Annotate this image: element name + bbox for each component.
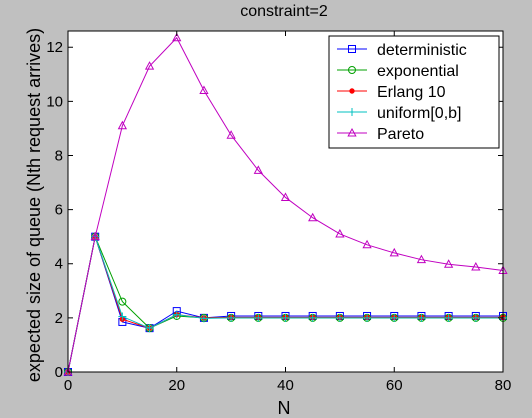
data-point-pareto [90,231,100,241]
data-point-pareto [416,254,427,264]
legend-marker-erlang-10 [349,88,355,94]
data-point-uniform-0-b [390,313,399,322]
chart-title: constraint=2 [240,3,328,20]
legend-marker-exponential [348,66,356,74]
data-point-uniform-0-b [363,313,372,322]
x-tick-label: 0 [64,377,72,394]
x-tick-label: 80 [495,377,512,394]
x-tick-label: 60 [386,377,403,394]
series-pareto [63,32,508,376]
data-point-pareto [253,165,263,174]
data-point-pareto [280,192,291,201]
legend-label-deterministic: deterministic [377,42,467,59]
series-layer [63,32,508,376]
legend-label-erlang-10: Erlang 10 [377,84,446,101]
data-point-uniform-0-b [254,313,263,322]
data-point-pareto [335,228,345,238]
data-point-pareto [117,120,128,130]
data-point-pareto [443,259,454,268]
x-tick-label: 40 [277,377,294,394]
data-point-uniform-0-b [335,313,344,322]
data-point-uniform-0-b [227,313,236,322]
data-point-uniform-0-b [199,314,208,323]
y-tick-label: 4 [55,256,63,273]
legend-label-pareto: Pareto [377,126,424,143]
data-point-pareto [144,61,155,70]
ticks-layer: 0 20 40 60 80 0 2 4 6 8 10 12 [46,31,511,394]
data-point-pareto [226,130,236,139]
legend: deterministic exponential Erlang 10 uniform… [328,35,500,149]
data-point-uniform-0-b [471,313,480,322]
legend-label-exponential: exponential [377,63,459,80]
y-tick-label: 12 [46,39,63,56]
data-point-pareto [389,247,399,257]
data-point-pareto [199,85,209,95]
legend-marker-uniform-0-b [348,108,356,116]
x-axis-label: N [278,398,291,418]
y-tick-label: 8 [55,147,63,164]
data-point-uniform-0-b [417,313,426,322]
data-point-uniform-0-b [308,313,317,322]
legend-marker-pareto [347,127,357,137]
data-point-uniform-0-b [172,310,181,319]
data-point-pareto [471,261,481,271]
x-tick-label: 20 [168,377,185,394]
y-axis-label: expected size of queue (Nth request arri… [24,28,44,382]
y-tick-label: 2 [55,310,63,327]
y-tick-label: 6 [55,202,63,219]
legend-box [328,35,500,149]
legend-marker-deterministic [348,45,356,53]
data-point-uniform-0-b [444,313,453,322]
y-tick-label: 10 [46,93,63,110]
data-point-uniform-0-b [145,324,154,333]
data-point-uniform-0-b [118,312,127,321]
data-point-uniform-0-b [281,313,290,322]
legend-label-uniform-0-b: uniform[0,b] [377,105,461,122]
data-point-pareto [362,239,372,249]
data-point-pareto [172,32,182,42]
y-tick-label: 0 [55,364,63,381]
data-point-pareto [308,212,318,222]
series-line-pareto [67,36,504,373]
data-point-exponential [118,297,127,306]
